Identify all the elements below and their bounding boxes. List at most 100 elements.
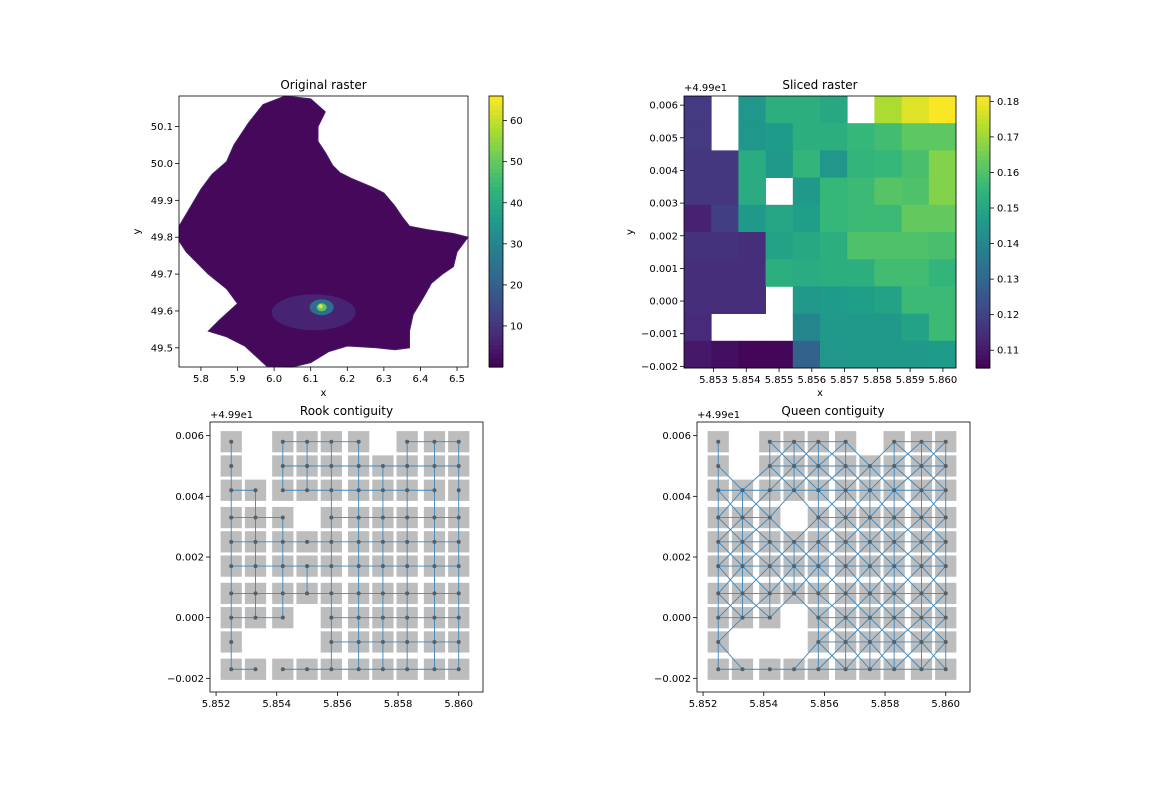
raster-cell (738, 232, 766, 260)
colorbar-segment (976, 195, 990, 201)
colorbar-segment (489, 168, 503, 174)
graph-node (305, 591, 310, 596)
graph-node (843, 515, 848, 520)
peak-value (318, 304, 323, 309)
colorbar-segment (489, 154, 503, 160)
graph-node (843, 439, 848, 444)
contiguity-edge (893, 541, 922, 567)
y-tick-label: 0.002 (649, 231, 678, 242)
graph-node (329, 539, 334, 544)
graph-node (892, 539, 897, 544)
y-tick-label: 0.006 (649, 101, 678, 112)
graph-node (280, 539, 285, 544)
contiguity-edge (742, 565, 771, 594)
graph-node (740, 667, 745, 672)
colorbar-segment (976, 241, 990, 247)
contiguity-edge (845, 465, 871, 491)
contiguity-edge (818, 489, 846, 518)
graph-node (740, 488, 745, 493)
graph-node (867, 667, 872, 672)
x-tick-label: 5.854 (749, 699, 778, 710)
contiguity-edge (717, 641, 743, 670)
axes: 5.852 5.854 5.856 5.858 5.860 −0.002 0.000 0.00… (167, 431, 473, 710)
graph-node (432, 539, 437, 544)
graph-node (380, 539, 385, 544)
graph-node (280, 439, 285, 444)
raster-cell (765, 96, 794, 124)
graph-node (456, 564, 461, 569)
colorbar-segment (489, 326, 503, 332)
colorbar-segment (976, 141, 990, 147)
contiguity-edge (893, 465, 922, 491)
graph-node (716, 564, 721, 569)
panel-queen-contiguity: Queen contiguity +4.99e1 5.852 5.854 5.856… (654, 404, 971, 710)
x-tick-label: 5.852 (202, 699, 231, 710)
graph-node (380, 515, 385, 520)
raster-cell (928, 232, 957, 260)
graph-node (432, 488, 437, 493)
colorbar-segment (976, 313, 990, 319)
graph-node (919, 639, 924, 644)
colorbar-segment (976, 218, 990, 224)
graph-node (329, 639, 334, 644)
graph-node (432, 667, 437, 672)
raster-cell (711, 177, 739, 206)
raster-cell (847, 259, 875, 287)
colorbar-segment (976, 318, 990, 324)
graph-node (843, 539, 848, 544)
graph-node (867, 463, 872, 468)
colorbar-segment (489, 290, 503, 296)
graph-node (432, 615, 437, 620)
x-tick-label: 5.853 (699, 375, 728, 386)
axes: 5.8 5.9 6.0 6.1 6.2 6.3 6.4 6.5 49.5 49.6 49.7 49.8… (151, 122, 465, 385)
graph-node (792, 591, 797, 596)
raster-cell (901, 204, 930, 233)
colorbar-segment (976, 327, 990, 333)
colorbar-segment (489, 299, 503, 305)
contiguity-edge (818, 565, 846, 594)
colorbar-segment (489, 222, 503, 228)
y-axis-offset: +4.99e1 (210, 410, 253, 421)
contiguity-edge (869, 617, 895, 643)
graph-node (456, 667, 461, 672)
contiguity-edge (742, 593, 771, 619)
colorbar-tick-label: 60 (510, 116, 523, 127)
raster-cell (738, 96, 766, 124)
graph-node (892, 463, 897, 468)
raster-cell (874, 340, 902, 369)
colorbar-segment (976, 309, 990, 315)
raster-cell (928, 150, 957, 178)
colorbar-segment (489, 348, 503, 355)
axes: 5.852 5.854 5.856 5.858 5.860 −0.002 0.000 0.00… (654, 431, 960, 710)
graph-node (867, 515, 872, 520)
colorbar-segment (489, 276, 503, 282)
colorbar-segment (489, 163, 503, 169)
raster-cell (901, 340, 930, 369)
panel-title: Sliced raster (782, 78, 857, 92)
colorbar-segment (976, 132, 990, 138)
colorbar-segment (489, 96, 503, 102)
colorbar-segment (976, 286, 990, 292)
colorbar-segment (489, 208, 503, 215)
raster-cell (738, 123, 766, 151)
contiguity-edge (893, 565, 922, 594)
colorbar-segment (489, 100, 503, 106)
graph-node (816, 591, 821, 596)
x-tick-label: 5.860 (444, 699, 473, 710)
graph-node (329, 564, 334, 569)
raster-cell (711, 286, 739, 314)
x-tick-label: 5.856 (323, 699, 352, 710)
colorbar-segment (489, 132, 503, 138)
colorbar-segment (976, 114, 990, 120)
colorbar-segment (976, 227, 990, 233)
raster-cell (928, 123, 957, 151)
contiguity-edge (793, 517, 819, 543)
contiguity-edge (845, 617, 871, 643)
graph-node (456, 515, 461, 520)
contiguity-edge (921, 441, 947, 467)
raster-cell (684, 340, 712, 369)
contiguity-edge (818, 641, 846, 670)
colorbar-segment (489, 339, 503, 346)
colorbar-tick-label: 0.16 (997, 168, 1019, 179)
graph-node (843, 615, 848, 620)
